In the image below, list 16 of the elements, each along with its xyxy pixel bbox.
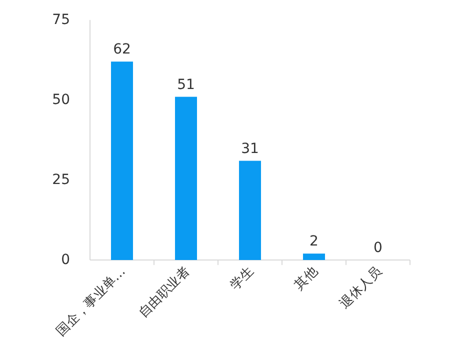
bar xyxy=(111,62,133,260)
x-tick-label: 学生 xyxy=(228,264,257,294)
data-label: 2 xyxy=(310,234,318,250)
x-tick-label: 退休人员 xyxy=(337,264,385,312)
bar xyxy=(175,96,197,260)
y-tick-label: 50 xyxy=(52,92,70,108)
y-tick-label: 25 xyxy=(52,172,70,188)
x-tick-label: 其他 xyxy=(292,264,321,294)
data-label: 51 xyxy=(177,76,195,93)
bar xyxy=(303,254,325,260)
data-label: 62 xyxy=(113,42,131,58)
x-tick-label: 自由职业者 xyxy=(136,264,193,321)
data-label: 0 xyxy=(374,240,382,256)
bar xyxy=(239,160,261,260)
data-label: 31 xyxy=(241,140,259,157)
y-tick-label: 75 xyxy=(52,12,70,28)
